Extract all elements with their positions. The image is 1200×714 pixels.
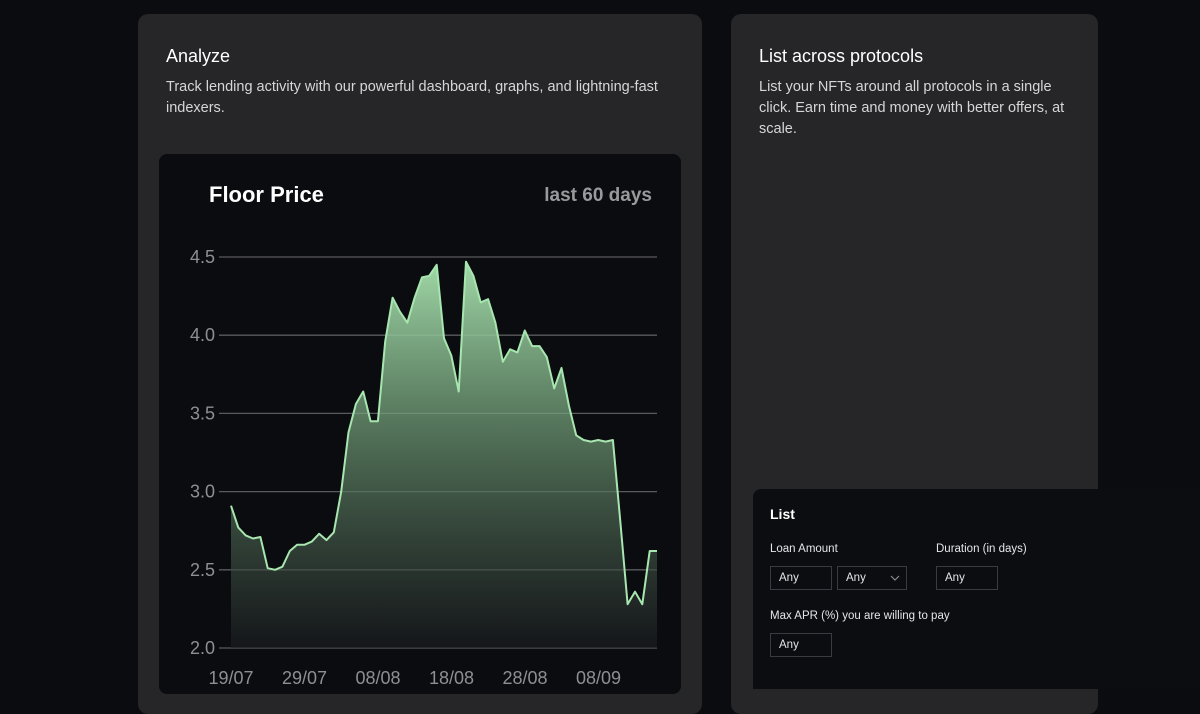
floor-price-line (230, 260, 657, 606)
apr-input[interactable]: Any (770, 633, 832, 657)
floor-price-chart: Floor Price last 60 days 2.0 2.5 3.0 3.5 4.0… (159, 154, 681, 694)
x-tick-label: 18/08 (429, 668, 474, 688)
currency-select[interactable]: Any (837, 566, 907, 590)
y-tick-label: 3.0 (190, 482, 215, 502)
duration-label: Duration (in days) (936, 543, 1027, 555)
list-form-panel: List Loan Amount Any Any Duration (in da… (753, 489, 1200, 689)
loan-amount-label: Loan Amount (770, 543, 838, 555)
y-tick-label: 2.5 (190, 560, 215, 580)
y-tick-label: 4.0 (190, 325, 215, 345)
analyze-title: Analyze (166, 46, 231, 66)
x-tick-label: 19/07 (208, 668, 253, 688)
list-across-title: List across protocols (759, 46, 924, 66)
floor-price-area (231, 261, 657, 648)
x-tick-label: 28/08 (502, 668, 547, 688)
y-tick-label: 3.5 (190, 403, 215, 423)
x-tick-label: 29/07 (282, 668, 327, 688)
chart-range-label: last 60 days (544, 185, 652, 206)
y-tick-label: 4.5 (190, 247, 215, 267)
list-across-description: List your NFTs around all protocols in a… (759, 79, 1065, 137)
currency-select-value: Any (846, 572, 866, 584)
list-form-title: List (770, 506, 795, 522)
chart-plot: 2.0 2.5 3.0 3.5 4.0 4.5 19/07 29/07 08/08 18/08 2… (190, 247, 657, 688)
x-tick-label: 08/08 (355, 668, 400, 688)
x-tick-label: 08/09 (576, 668, 621, 688)
chart-title: Floor Price (209, 182, 324, 207)
analyze-description: Track lending activity with our powerful… (166, 79, 658, 116)
duration-input[interactable]: Any (936, 566, 998, 590)
y-tick-label: 2.0 (190, 638, 215, 658)
apr-label: Max APR (%) you are willing to pay (770, 610, 950, 622)
loan-amount-input[interactable]: Any (770, 566, 832, 590)
chevron-down-icon (890, 575, 900, 581)
